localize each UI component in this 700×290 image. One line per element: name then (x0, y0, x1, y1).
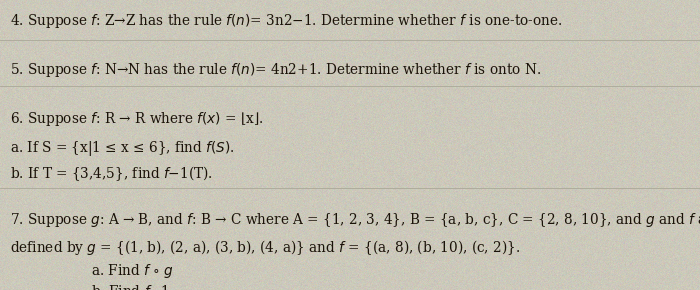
Text: a. Find $f$ ∘ $g$: a. Find $f$ ∘ $g$ (91, 262, 174, 280)
Text: a. If S = {x|1 ≤ x ≤ 6}, find $f(S)$.: a. If S = {x|1 ≤ x ≤ 6}, find $f(S)$. (10, 139, 235, 158)
Text: b. If T = {3,4,5}, find $f$−1(T).: b. If T = {3,4,5}, find $f$−1(T). (10, 164, 214, 183)
Text: 5. Suppose $f$: N→N has the rule $f(n)$= 4n2+1. Determine whether $f$ is onto N.: 5. Suppose $f$: N→N has the rule $f(n)$=… (10, 61, 542, 79)
Text: 7. Suppose $g$: A → B, and $f$: B → C where A = {1, 2, 3, 4}, B = {a, b, c}, C =: 7. Suppose $g$: A → B, and $f$: B → C wh… (10, 211, 700, 229)
Text: defined by $g$ = {(1, b), (2, a), (3, b), (4, a)} and $f$ = {(a, 8), (b, 10), (c: defined by $g$ = {(1, b), (2, a), (3, b)… (10, 238, 521, 257)
Text: 4. Suppose $f$: Z→Z has the rule $f(n)$= 3n2−1. Determine whether $f$ is one-to-: 4. Suppose $f$: Z→Z has the rule $f(n)$=… (10, 12, 563, 30)
Text: 6. Suppose $f$: R → R where $f(x)$ = ⌊x⌋.: 6. Suppose $f$: R → R where $f(x)$ = ⌊x⌋… (10, 110, 264, 128)
Text: b. Find $f$−1: b. Find $f$−1 (91, 284, 169, 290)
